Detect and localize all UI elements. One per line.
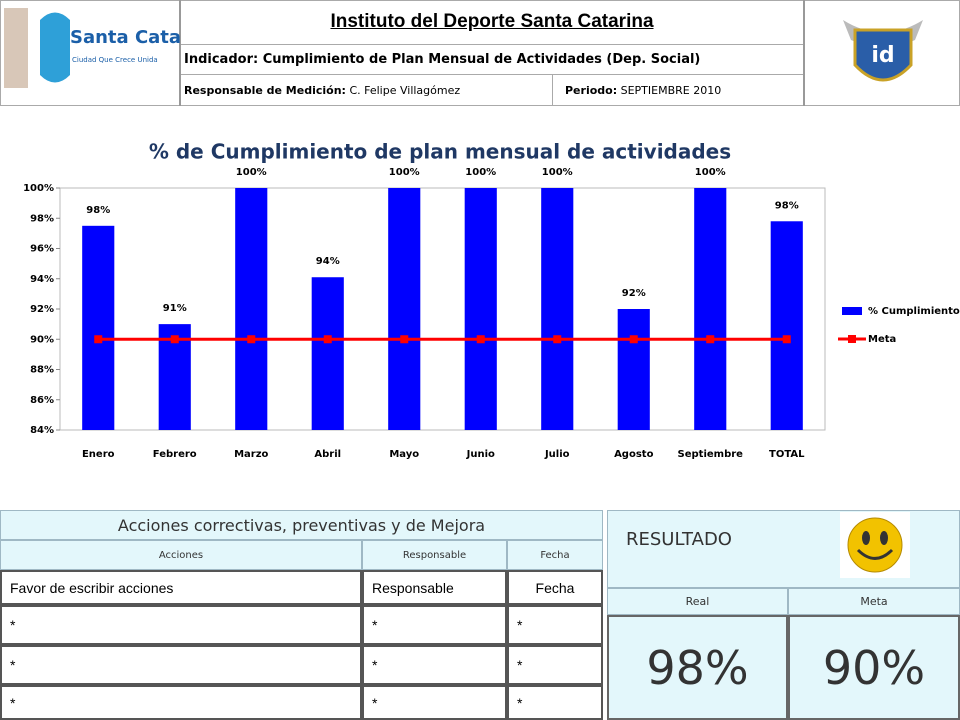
logo-text: Santa Catarina [70,27,181,48]
actions-cell: Favor de escribir acciones [0,570,362,605]
y-tick-label: 92% [30,304,54,315]
header-indicator: Indicador: Cumplimiento de Plan Mensual … [181,45,803,75]
marker [629,335,638,344]
smiley [840,512,910,578]
logo-right: id [803,0,960,106]
result-value: 98% [607,615,788,720]
marker [476,335,485,344]
actions-cell: * [507,645,603,685]
logo-left-graphic: Santa Catarina Ciudad Que Crece Unida [4,8,221,88]
label: Responsable de Medición: [184,84,346,97]
x-tick-label: Abril [314,449,341,460]
actions-cell: * [0,645,362,685]
result-title: RESULTADO [626,529,732,550]
chart-title: % de Cumplimiento de plan mensual de act… [149,140,731,164]
actions-cell: * [362,605,507,645]
bar [770,221,803,430]
x-tick-label: Marzo [234,449,268,460]
actions-header: Responsable [362,540,507,570]
data-label: 100% [465,167,496,178]
marker [170,335,179,344]
data-label: 92% [622,288,646,299]
shield [853,28,913,82]
result-header: Meta [788,588,960,615]
logo-left: Santa Catarina Ciudad Que Crece Unida [0,0,221,106]
result-header: Real [607,588,788,615]
shield [4,8,28,88]
marker [400,335,409,344]
data-label: 98% [775,200,799,211]
marker [94,335,103,344]
actions-title: Acciones correctivas, preventivas y de M… [0,510,603,540]
y-tick-label: 100% [23,183,54,194]
mouth [856,548,894,560]
value: SEPTIEMBRE 2010 [620,84,722,97]
marker [706,335,715,344]
x-tick-label: TOTAL [769,449,805,460]
legend-marker [848,335,856,343]
eye [862,531,870,545]
data-label: 100% [389,167,420,178]
actions-cell: * [362,685,507,720]
face [847,517,903,573]
x-tick-label: Febrero [153,449,197,460]
legend-label: Meta [868,334,896,345]
header-title: Instituto del Deporte Santa Catarina [181,0,803,45]
bar [311,277,344,430]
data-label: 91% [163,303,187,314]
header-period: Periodo: SEPTIEMBRE 2010 [553,75,803,106]
bar [388,188,421,430]
y-tick-label: 88% [30,365,54,376]
y-tick-label: 84% [30,425,54,436]
legend-label: % Cumplimiento [868,306,960,317]
header-responsible: Responsable de Medición: C. Felipe Villa… [181,75,553,106]
marker [553,335,562,344]
x-tick-label: Junio [466,449,495,460]
bar [694,188,727,430]
actions-cell: Fecha [507,570,603,605]
actions-cell: * [507,685,603,720]
y-tick-label: 90% [30,334,54,345]
x-tick-label: Agosto [614,449,654,460]
logo-right-graphic: id [843,20,923,82]
actions-header: Acciones [0,540,362,570]
y-tick-label: 98% [30,213,54,224]
actions-cell: * [362,645,507,685]
x-tick-label: Enero [82,449,115,460]
y-tick-label: 94% [30,274,54,285]
bar [235,188,268,430]
chart: % de Cumplimiento de plan mensual de act… [23,140,960,461]
eye [880,531,888,545]
data-label: 94% [316,256,340,267]
data-label: 100% [236,167,267,178]
data-label: 98% [86,205,110,216]
marker [247,335,256,344]
label: Periodo: [565,84,618,97]
x-tick-label: Septiembre [678,449,744,460]
bar [541,188,574,430]
actions-cell: * [0,605,362,645]
bar [617,309,650,430]
data-label: 100% [542,167,573,178]
x-tick-label: Julio [544,449,570,460]
logo-text: id [871,43,894,68]
marker [323,335,332,344]
x-tick-label: Mayo [389,449,419,460]
actions-header: Fecha [507,540,603,570]
emblem [40,12,70,83]
bar [82,225,115,430]
result-value: 90% [788,615,960,720]
legend-swatch [842,307,862,315]
actions-cell: * [507,605,603,645]
y-tick-label: 86% [30,395,54,406]
actions-cell: Responsable [362,570,507,605]
actions-cell: * [0,685,362,720]
y-tick-label: 96% [30,244,54,255]
marker [782,335,791,344]
value: C. Felipe Villagómez [349,84,461,97]
logo-slogan: Ciudad Que Crece Unida [72,56,158,64]
data-label: 100% [695,167,726,178]
bar [464,188,497,430]
